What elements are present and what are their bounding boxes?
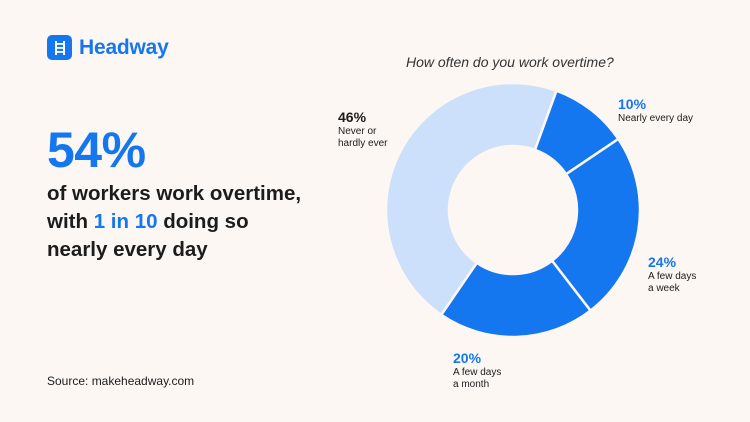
- source-note: Source: makeheadway.com: [47, 374, 195, 388]
- label-never: 46% Never or hardly ever: [338, 109, 388, 150]
- label-nearly-every-day: 10% Nearly every day: [618, 96, 694, 125]
- slice-pct: 20%: [453, 350, 482, 366]
- slice-pct: 10%: [618, 96, 647, 112]
- brand-logo: Headway: [47, 35, 169, 60]
- slice-desc: A few days a week: [648, 271, 697, 294]
- ladder-icon: [47, 35, 72, 60]
- slice-pct: 46%: [338, 109, 367, 125]
- chart-title: How often do you work overtime?: [406, 54, 614, 70]
- subtext-after: doing so nearly every day: [47, 210, 249, 261]
- brand-name: Headway: [79, 35, 169, 59]
- label-few-days-week: 24% A few days a week: [648, 254, 697, 295]
- slice-desc: Nearly every day: [618, 113, 694, 124]
- subtext-highlight: 1 in 10: [93, 210, 158, 233]
- headline-stat: 54%: [47, 122, 146, 178]
- donut-slice: [384, 81, 558, 317]
- slice-pct: 24%: [648, 254, 677, 270]
- donut-slice: [550, 137, 642, 312]
- label-few-days-month: 20% A few days a month: [453, 350, 502, 391]
- subtext-before: of workers work overtime, with: [47, 182, 302, 233]
- slice-desc: Never or hardly ever: [338, 126, 388, 149]
- headline-subtext: of workers work overtime, with 1 in 10 d…: [47, 180, 307, 264]
- slice-desc: A few days a month: [453, 367, 502, 390]
